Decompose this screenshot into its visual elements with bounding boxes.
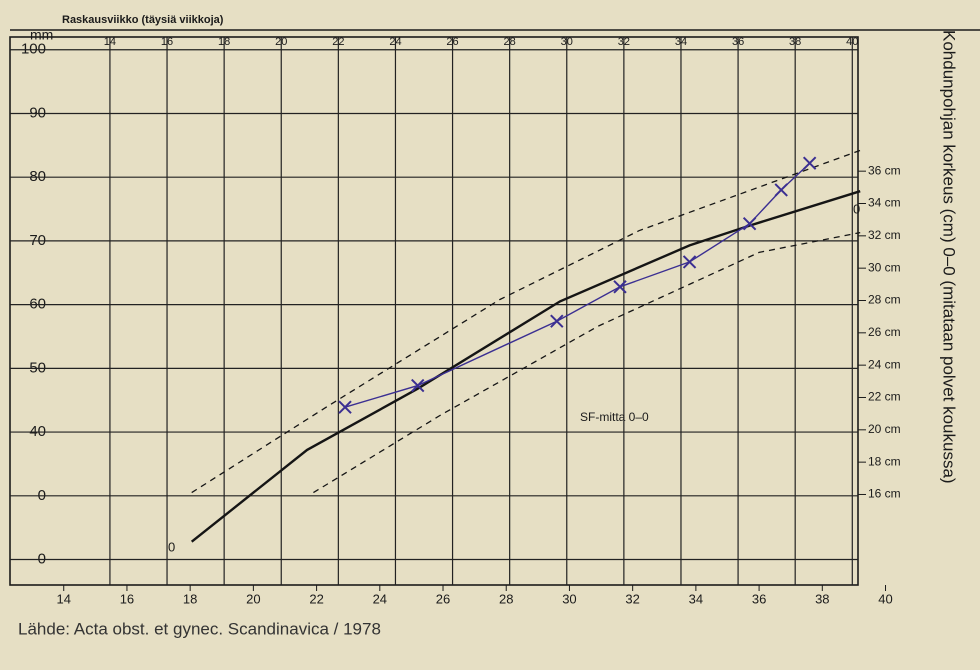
y2-tick-label: 36 cm — [868, 163, 901, 177]
y2-tick-label: 24 cm — [868, 357, 901, 371]
measurement-mark — [550, 314, 564, 328]
x-tick-label: 18 — [183, 591, 197, 606]
y2-tick-label: 18 cm — [868, 454, 901, 468]
y2-tick-label: 30 cm — [868, 260, 901, 274]
measurement-mark — [613, 280, 627, 294]
x-tick-label: 34 — [689, 591, 703, 606]
source: Lähde: Acta obst. et gynec. Scandinavica… — [18, 619, 381, 638]
x-tick-label: 22 — [309, 591, 323, 606]
y2-tick-label: 22 cm — [868, 390, 901, 404]
measurement-mark — [742, 216, 757, 231]
x-tick-label: 32 — [625, 591, 639, 606]
measurement-mark — [682, 255, 697, 269]
x-tick-label: 14 — [56, 591, 70, 606]
measurement-mark — [802, 156, 817, 170]
x-tick-label: 20 — [246, 591, 260, 606]
series-line — [313, 231, 861, 494]
x-tick-label: 30 — [562, 591, 576, 606]
measurement-mark — [338, 400, 352, 414]
annotation: 0 — [168, 539, 175, 554]
plot-frame — [9, 36, 859, 586]
x-tick-label: 26 — [436, 591, 450, 606]
annotation: SF-mitta 0–0 — [580, 410, 649, 424]
x-tick-label: 28 — [499, 591, 513, 606]
y2-tick-label: 16 cm — [868, 487, 901, 501]
x-tick-label: 40 — [878, 591, 892, 606]
y2-tick-label: 20 cm — [868, 422, 901, 436]
series-line — [191, 149, 861, 494]
series-line — [190, 190, 861, 543]
x-tick-label: 36 — [752, 591, 766, 606]
y2-tick-label: 34 cm — [868, 196, 901, 210]
x-tick-label: 38 — [815, 591, 829, 606]
x-tick-label: 16 — [120, 591, 134, 606]
y2-tick-label: 28 cm — [868, 293, 901, 307]
y2-tick-label: 32 cm — [868, 228, 901, 242]
annotation: 0 — [853, 201, 860, 216]
x-tick-label: 24 — [373, 591, 387, 606]
measurement-mark — [774, 183, 788, 197]
y-axis-label: mm — [30, 27, 53, 43]
measurement-mark — [411, 378, 425, 393]
y2-tick-label: 26 cm — [868, 325, 901, 339]
y2-axis-label: Kohdunpohjan korkeus (cm) 0–0 (mitataan … — [940, 30, 959, 484]
chart-title: Raskausviikko (täysiä viikkoja) — [62, 14, 224, 26]
